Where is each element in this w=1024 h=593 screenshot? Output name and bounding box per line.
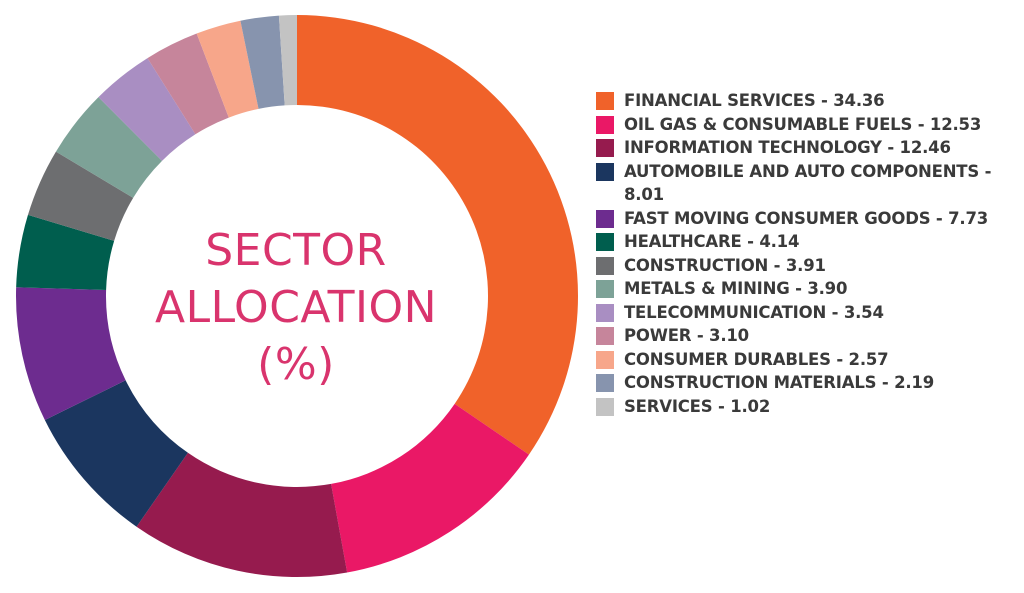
legend-item: CONSTRUCTION MATERIALS - 2.19: [596, 371, 1020, 395]
legend-label: POWER: [624, 326, 692, 345]
legend-swatch: [596, 162, 614, 181]
legend-label: CONSUMER DURABLES: [624, 349, 831, 369]
donut-slice-2: [331, 403, 529, 573]
legend-label: CONSTRUCTION: [624, 255, 769, 275]
legend-label: OIL GAS & CONSUMABLE FUELS: [624, 114, 913, 134]
donut-slice-5: [16, 287, 126, 421]
legend-item: FAST MOVING CONSUMER GOODS - 7.73: [596, 207, 1020, 231]
legend-value: 3.54: [843, 302, 884, 322]
legend-value: 3.90: [807, 279, 848, 298]
donut-slice-1: [297, 15, 579, 455]
legend-label: TELECOMMUNICATION: [624, 302, 827, 322]
legend-value: 12.46: [899, 138, 951, 157]
legend-item: FINANCIAL SERVICES - 34.36: [596, 89, 1020, 113]
donut-slice-6: [16, 214, 115, 291]
donut-slice-10: [147, 33, 229, 135]
donut-slice-7: [27, 151, 134, 241]
chart-legend: FINANCIAL SERVICES - 34.36 OIL GAS & CONS…: [596, 89, 1020, 418]
legend-label: HEALTHCARE: [624, 232, 742, 251]
legend-label: FINANCIAL SERVICES: [624, 91, 816, 110]
legend-swatch: [596, 327, 614, 345]
legend-swatch: [596, 280, 614, 298]
donut-slice-4: [44, 380, 188, 527]
chart-title-line-1: SECTOR: [205, 225, 387, 276]
legend-swatch: [596, 350, 614, 369]
legend-value: 12.53: [929, 114, 982, 134]
legend-item: HEALTHCARE - 4.14: [596, 230, 1020, 254]
legend-swatch: [596, 139, 614, 157]
chart-title: SECTOR ALLOCATION (%): [136, 222, 456, 393]
legend-item: SERVICES - 1.02: [596, 395, 1020, 419]
legend-label: SERVICES: [624, 396, 713, 416]
legend-label: AUTOMOBILE AND AUTO COMPONENTS: [624, 161, 980, 181]
donut-slice-9: [98, 58, 196, 161]
legend-item: OIL GAS & CONSUMABLE FUELS - 12.53: [596, 113, 1020, 137]
legend-swatch: [596, 256, 614, 275]
legend-swatch: [596, 92, 614, 110]
legend-swatch: [596, 397, 614, 416]
donut-slice-13: [278, 14, 297, 106]
legend-value: 3.91: [785, 255, 826, 275]
legend-value: 8.01: [624, 185, 664, 204]
legend-value: 2.19: [894, 373, 934, 392]
legend-label: METALS & MINING: [624, 279, 790, 298]
chart-title-line-3: (%): [257, 339, 335, 390]
legend-item: CONSUMER DURABLES - 2.57: [596, 348, 1020, 372]
legend-value: 1.02: [730, 396, 771, 416]
legend-item: CONSTRUCTION - 3.91: [596, 254, 1020, 278]
legend-label: CONSTRUCTION MATERIALS: [624, 373, 877, 392]
legend-label: INFORMATION TECHNOLOGY: [624, 138, 882, 157]
legend-value: 34.36: [833, 91, 885, 110]
legend-item: POWER - 3.10: [596, 324, 1020, 348]
legend-swatch: [596, 374, 614, 392]
donut-slice-8: [55, 97, 163, 198]
legend-item: METALS & MINING - 3.90: [596, 277, 1020, 301]
legend-label: FAST MOVING CONSUMER GOODS: [624, 208, 931, 228]
legend-value: 7.73: [948, 208, 989, 228]
donut-slice-12: [240, 15, 285, 109]
legend-swatch: [596, 209, 614, 228]
legend-swatch: [596, 115, 614, 134]
donut-slice-3: [136, 452, 348, 578]
legend-item: AUTOMOBILE AND AUTO COMPONENTS - 8.01: [596, 160, 1020, 207]
legend-value: 4.14: [759, 232, 800, 251]
legend-swatch: [596, 233, 614, 251]
donut-slices: [16, 14, 579, 578]
legend-item: TELECOMMUNICATION - 3.54: [596, 301, 1020, 325]
legend-item: INFORMATION TECHNOLOGY - 12.46: [596, 136, 1020, 160]
donut-slice-11: [196, 20, 259, 118]
legend-value: 3.10: [709, 326, 749, 345]
donut-chart: [16, 14, 579, 578]
legend-value: 2.57: [848, 349, 889, 369]
legend-swatch: [596, 303, 614, 322]
chart-title-line-2: ALLOCATION: [155, 282, 437, 333]
